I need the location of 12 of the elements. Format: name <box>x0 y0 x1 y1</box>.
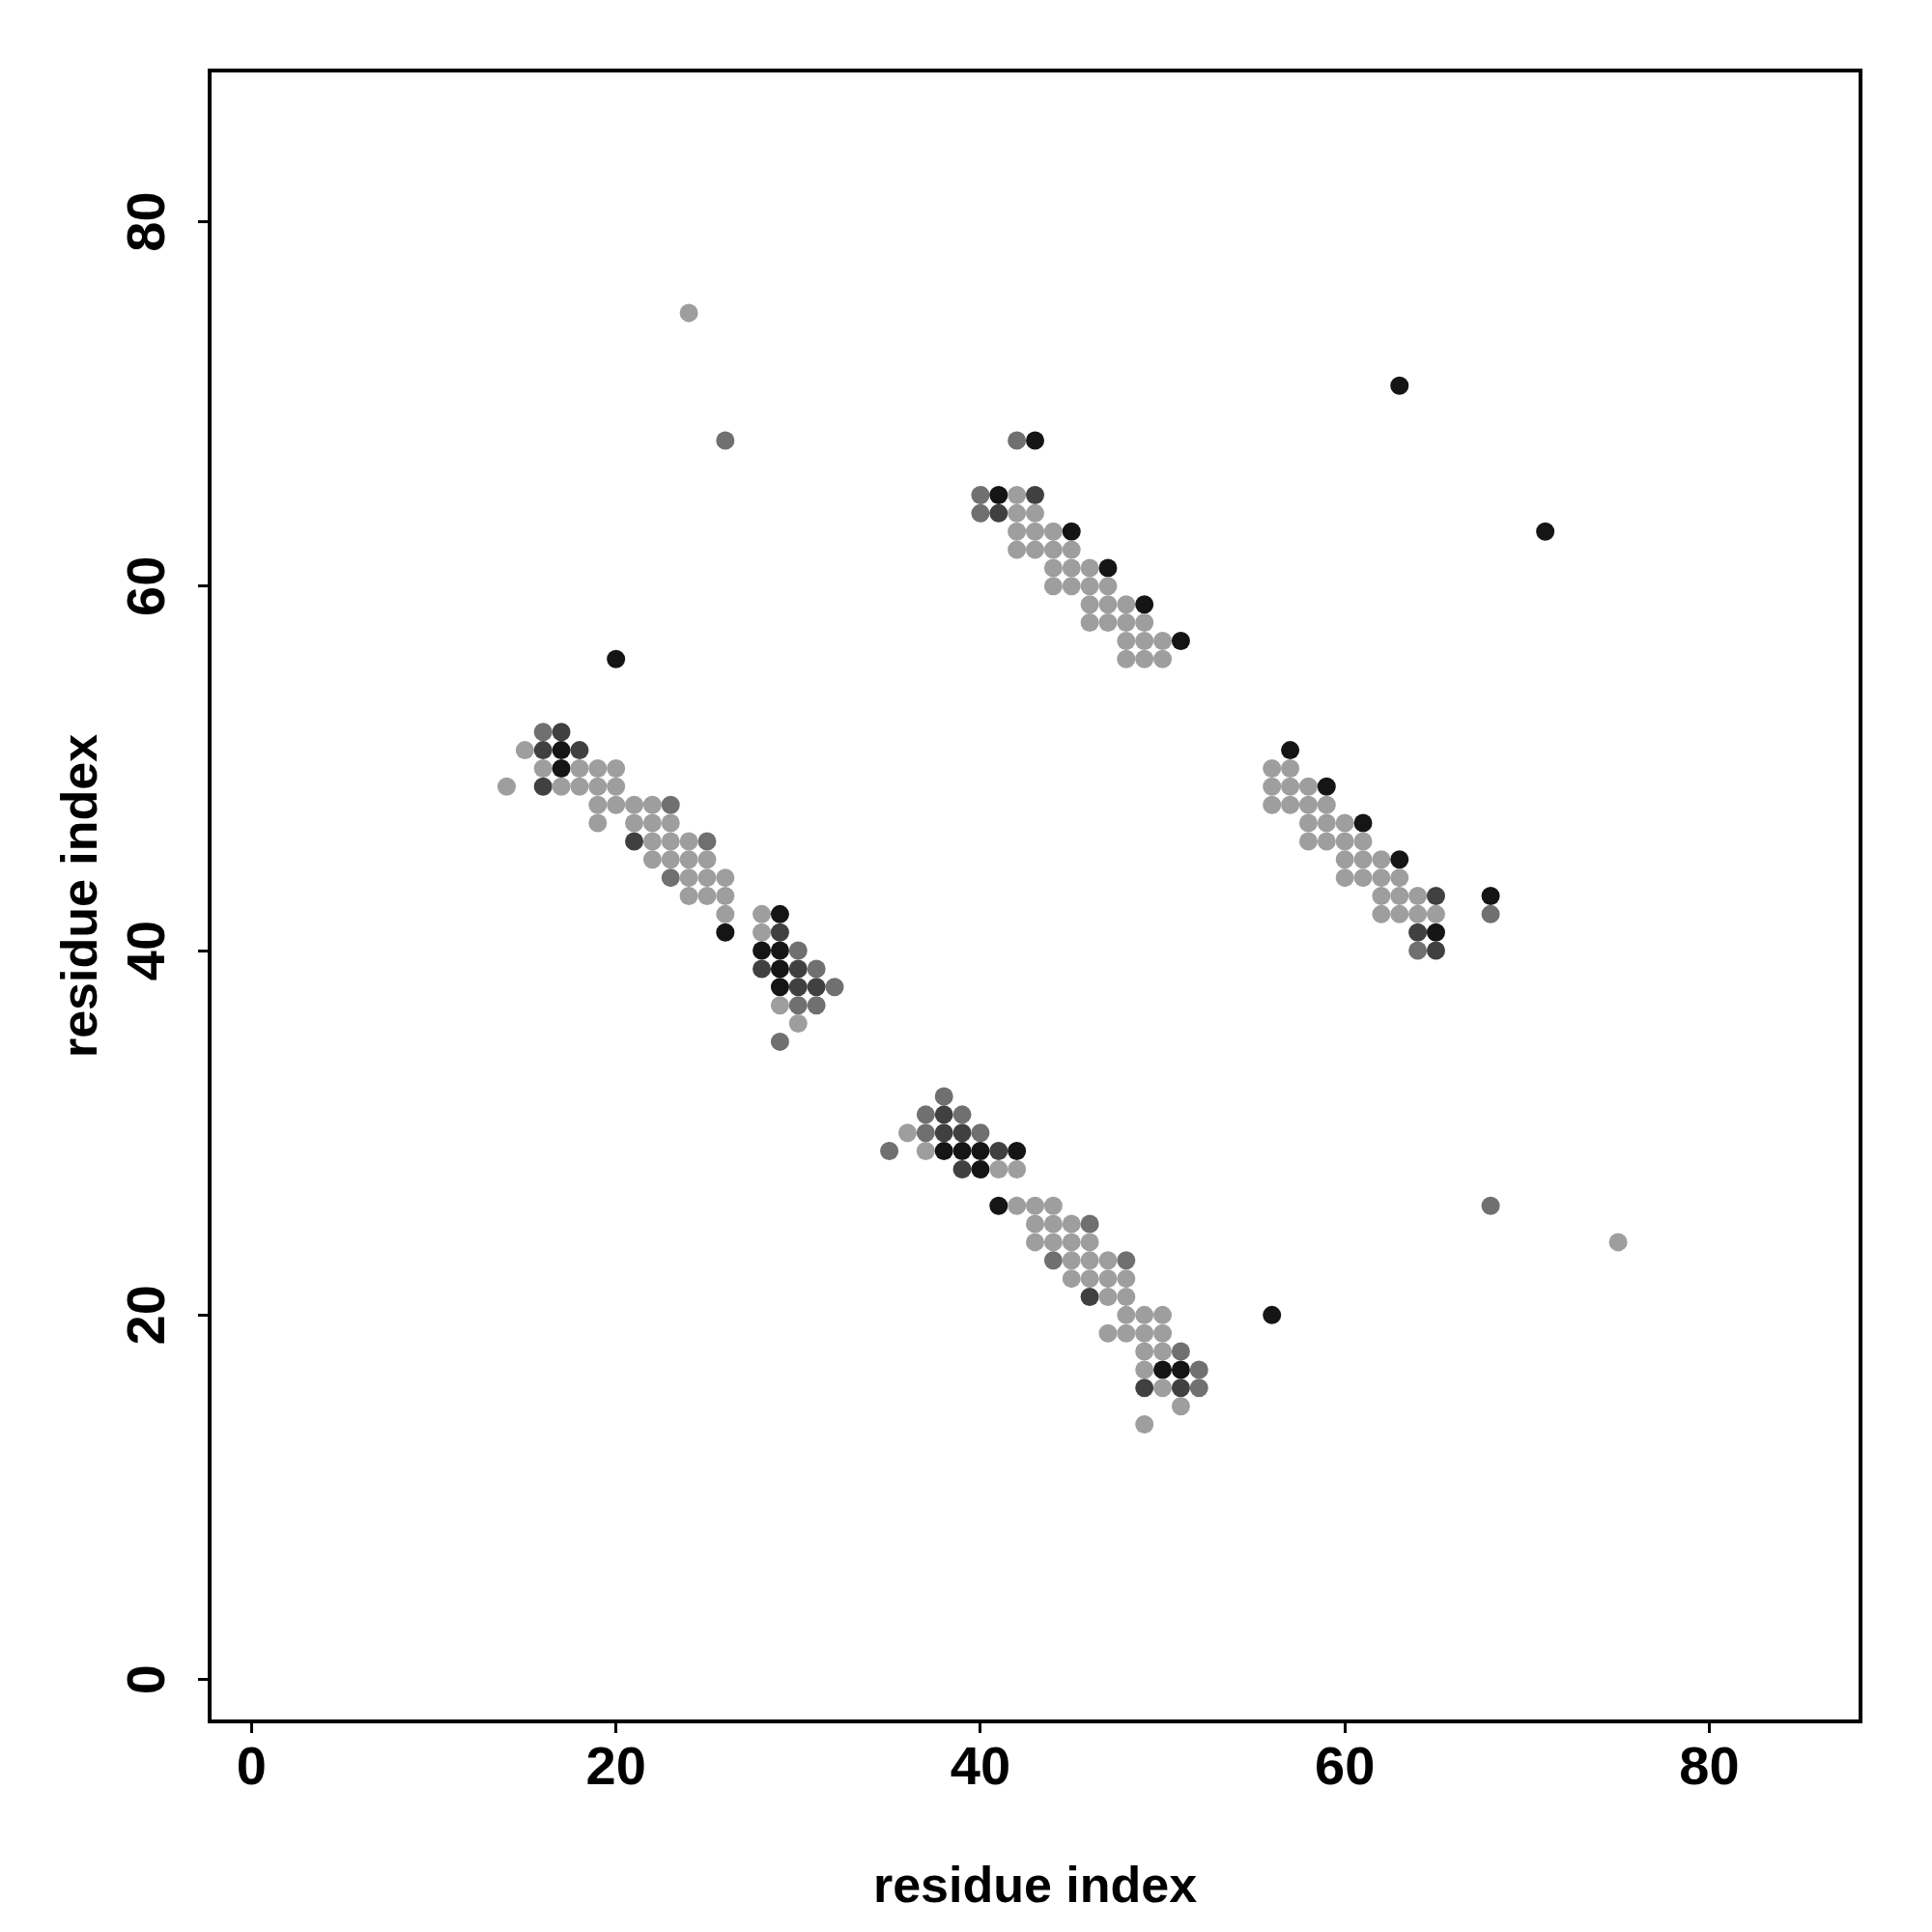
y-tick-label: 0 <box>115 1664 177 1695</box>
x-axis-title: residue index <box>872 1857 1198 1914</box>
x-tick-label: 80 <box>1679 1735 1740 1797</box>
x-tick-label: 20 <box>585 1735 646 1797</box>
y-axis-title: residue index <box>50 733 107 1059</box>
y-tick-label: 80 <box>115 191 177 252</box>
x-tick-label: 40 <box>950 1735 1011 1797</box>
y-tick-label: 40 <box>115 920 177 981</box>
x-tick-label: 0 <box>236 1735 267 1797</box>
x-tick-label: 60 <box>1315 1735 1376 1797</box>
y-tick-label: 20 <box>115 1285 177 1346</box>
y-tick-label: 60 <box>115 555 177 616</box>
